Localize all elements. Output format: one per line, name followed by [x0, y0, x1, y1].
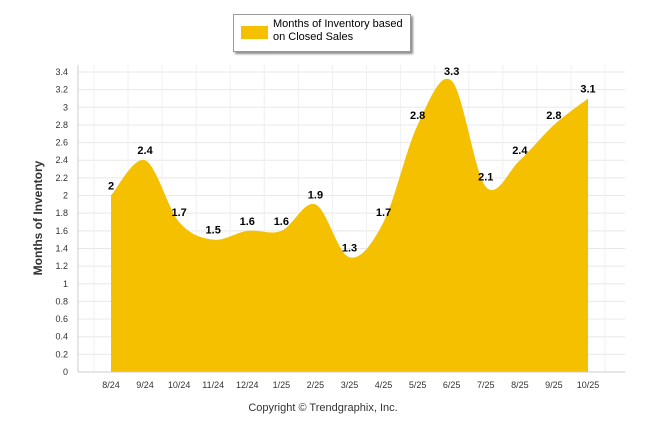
y-axis-ticks: 0 0.2 0.4 0.6 0.8 1 1.2 1.4 1.6 1.8 2 2.2 2.4 2.6 2.8 3…	[55, 67, 68, 377]
data-label: 3.1	[580, 83, 595, 95]
y-tick-label: 3	[63, 102, 68, 112]
data-label: 1.7	[376, 207, 391, 219]
x-tick-label: 3/25	[341, 380, 359, 390]
y-tick-label: 0.2	[55, 349, 68, 359]
copyright-text: Copyright © Trendgraphix, Inc.	[248, 402, 398, 414]
y-tick-label: 2.8	[55, 120, 68, 130]
y-tick-label: 2.6	[55, 138, 68, 148]
x-tick-label: 10/24	[168, 380, 191, 390]
y-tick-label: 1.6	[55, 226, 68, 236]
y-tick-label: 3.4	[55, 67, 68, 77]
y-tick-label: 1	[63, 279, 68, 289]
x-tick-label: 8/24	[102, 380, 120, 390]
y-tick-label: 1.4	[55, 243, 68, 253]
data-label: 1.5	[206, 225, 221, 237]
x-tick-label: 7/25	[477, 380, 495, 390]
x-tick-label: 11/24	[202, 380, 224, 390]
data-labels: 2 2.4 1.7 1.5 1.6 1.6 1.9 1.3 1.7 2.8 3.3 2.1 2.4 2.8…	[108, 66, 596, 254]
x-tick-label: 9/25	[545, 380, 563, 390]
y-tick-label: 2.4	[55, 155, 68, 165]
y-axis-title: Months of Inventory	[31, 160, 45, 275]
data-label: 2.4	[137, 145, 153, 157]
y-tick-label: 0.6	[55, 314, 68, 324]
legend-label: Months of Inventory based on Closed Sale…	[273, 18, 403, 43]
legend: Months of Inventory based on Closed Sale…	[233, 14, 411, 52]
x-tick-label: 8/25	[511, 380, 529, 390]
x-tick-label: 12/24	[236, 380, 259, 390]
data-label: 3.3	[444, 66, 459, 78]
y-tick-label: 2	[63, 191, 68, 201]
y-tick-label: 1.8	[55, 208, 68, 218]
legend-swatch	[241, 26, 268, 39]
data-label: 2.8	[410, 110, 425, 122]
data-label: 1.6	[274, 216, 289, 228]
x-tick-label: 2/25	[307, 380, 325, 390]
x-tick-label: 9/24	[136, 380, 154, 390]
x-tick-label: 5/25	[409, 380, 427, 390]
data-label: 2.8	[546, 110, 561, 122]
x-tick-label: 1/25	[273, 380, 291, 390]
y-tick-label: 0.4	[55, 332, 68, 342]
data-label: 1.3	[342, 242, 357, 254]
y-tick-label: 0	[63, 367, 68, 377]
axes	[77, 65, 625, 373]
y-tick-label: 1.2	[55, 261, 68, 271]
data-label: 1.7	[171, 207, 186, 219]
x-tick-label: 6/25	[443, 380, 461, 390]
x-axis-ticks: 8/24 9/24 10/24 11/24 12/24 1/25 2/25 3/25 4/25 5…	[102, 380, 599, 390]
data-label: 1.9	[308, 189, 323, 201]
x-tick-label: 10/25	[577, 380, 600, 390]
series-area-months-of-inventory	[111, 78, 588, 372]
data-label: 2	[108, 181, 114, 193]
x-tick-label: 4/25	[375, 380, 393, 390]
data-label: 2.4	[512, 145, 528, 157]
y-tick-label: 3.2	[55, 85, 68, 95]
data-label: 2.1	[478, 172, 493, 184]
y-tick-label: 0.8	[55, 296, 68, 306]
y-tick-label: 2.2	[55, 173, 68, 183]
data-label: 1.6	[240, 216, 255, 228]
